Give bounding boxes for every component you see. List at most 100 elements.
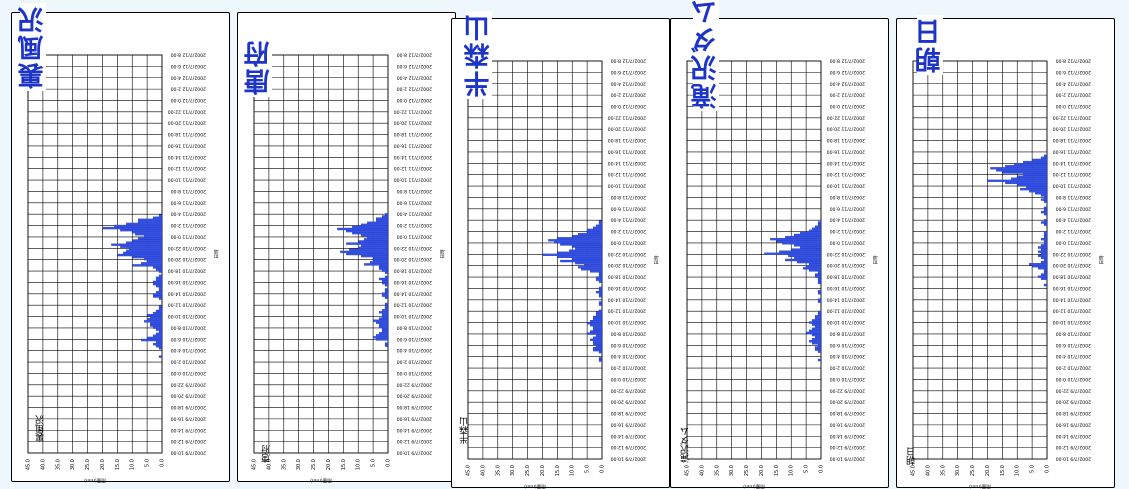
value-tick-label: 10.0 <box>356 459 362 470</box>
station-title: 唐府 <box>244 37 274 97</box>
time-tick-label: 2002/7/10 8:00 <box>611 330 646 336</box>
rain-bar <box>817 277 822 280</box>
time-tick-label: 2002/7/12 0:00 <box>171 97 206 103</box>
rain-bar <box>817 358 822 362</box>
time-tick-label: 2002/7/9 16:00 <box>397 415 432 421</box>
chart-svg: 45.0 40.0 35.0 30.0 25.0 20.0 15.0 10.0 5.0 0.0 20… <box>252 52 447 485</box>
rain-bar <box>373 336 389 339</box>
value-tick-label: 35.0 <box>940 465 946 476</box>
time-tick-label: 2002/7/10 0:00 <box>830 376 865 382</box>
value-tick-label: 40.0 <box>266 459 272 470</box>
time-tick-label: 2002/7/10 20:00 <box>168 256 206 262</box>
time-tick-label: 2002/7/9 16:00 <box>611 421 646 427</box>
station-label: 朝日 <box>907 447 917 465</box>
time-tick-label: 2002/7/11 10:00 <box>168 177 206 183</box>
rain-bar <box>337 227 389 231</box>
rain-bar <box>361 234 389 237</box>
time-tick-label: 2002/7/9 18:00 <box>397 404 432 410</box>
time-tick-label: 2002/7/10 4:00 <box>171 347 206 353</box>
time-tick-label: 2002/7/9 18:00 <box>171 404 206 410</box>
time-tick-label: 2002/7/12 8:00 <box>1056 58 1091 64</box>
rain-bar <box>111 243 163 246</box>
time-tick-label: 2002/7/9 18:00 <box>611 410 646 416</box>
rain-bar <box>581 268 603 271</box>
rain-bar <box>141 338 163 342</box>
rain-bar <box>595 290 603 294</box>
time-tick-label: 2002/7/9 22:00 <box>1056 387 1091 393</box>
rain-bar <box>1037 275 1048 278</box>
value-tick-label: 20.0 <box>985 465 991 476</box>
value-tick-label: 45.0 <box>252 459 258 470</box>
rain-bar <box>1005 165 1048 168</box>
x-axis-title: 日時 <box>654 255 660 265</box>
time-tick-label: 2002/7/11 6:00 <box>397 199 432 205</box>
time-tick-label: 2002/7/10 2:00 <box>397 359 432 365</box>
rain-bar <box>358 240 389 243</box>
rain-bar <box>158 297 163 300</box>
rain-bar <box>764 252 822 255</box>
rain-bar <box>592 336 603 339</box>
rain-bar <box>811 319 822 322</box>
rain-bar <box>1040 248 1048 251</box>
value-tick-label: 25.0 <box>311 459 317 470</box>
time-tick-label: 2002/7/10 16:00 <box>827 285 865 291</box>
rain-bar <box>811 323 822 326</box>
rain-bar <box>158 355 163 358</box>
rain-bar <box>592 326 603 329</box>
rain-bar <box>1040 156 1048 160</box>
rain-bar <box>1043 242 1048 245</box>
chart-svg: 45.0 40.0 35.0 30.0 25.0 20.0 15.0 10.0 5.0 0.0 20… <box>26 52 221 485</box>
time-tick-label: 2002/7/11 18:00 <box>827 137 865 143</box>
station-label: 唐府 <box>262 445 272 463</box>
rain-bar <box>158 289 163 292</box>
rain-bar <box>569 249 603 252</box>
time-tick-label: 2002/7/9 12:00 <box>830 444 865 450</box>
rain-bar <box>1040 273 1048 276</box>
time-tick-label: 2002/7/11 14:00 <box>608 160 646 166</box>
rain-bar <box>381 315 389 318</box>
x-axis-title: 日時 <box>440 249 446 259</box>
time-tick-label: 2002/7/11 8:00 <box>397 188 432 194</box>
rain-bar <box>149 324 163 327</box>
time-tick-label: 2002/7/12 6:00 <box>171 63 206 69</box>
rain-bar <box>384 290 389 293</box>
time-tick-label: 2002/7/12 6:00 <box>1056 69 1091 75</box>
value-tick-label: 30.0 <box>70 459 76 470</box>
time-tick-label: 2002/7/10 16:00 <box>608 285 646 291</box>
rain-bar <box>120 245 163 248</box>
time-tick-label: 2002/7/10 2:00 <box>611 365 646 371</box>
rain-bar <box>1040 277 1048 280</box>
rain-bar <box>592 346 603 350</box>
rain-bar <box>572 257 603 261</box>
rain-bar <box>598 274 603 277</box>
time-tick-label: 2002/7/12 6:00 <box>611 69 646 75</box>
time-tick-label: 2002/7/11 10:00 <box>827 183 865 189</box>
rain-bar <box>1005 181 1048 185</box>
rain-bar <box>595 334 603 337</box>
y-axis-title: 雨量(mm) <box>84 477 106 484</box>
rain-bar <box>375 321 389 324</box>
time-tick-label: 2002/7/10 10:00 <box>608 319 646 325</box>
time-tick-label: 2002/7/9 12:00 <box>171 438 206 444</box>
rain-bar <box>598 295 603 298</box>
rain-bar <box>147 260 163 263</box>
time-tick-label: 2002/7/10 6:00 <box>171 336 206 342</box>
time-tick-label: 2002/7/10 14:00 <box>1053 296 1091 302</box>
chart-svg: 45.0 40.0 35.0 30.0 25.0 20.0 15.0 10.0 5.0 0.0 20… <box>685 58 880 489</box>
time-tick-label: 2002/7/9 10:00 <box>1056 456 1091 462</box>
time-tick-label: 2002/7/9 20:00 <box>1056 399 1091 405</box>
rain-bar <box>1043 219 1048 222</box>
rain-bar <box>144 258 163 261</box>
time-tick-label: 2002/7/10 4:00 <box>830 353 865 359</box>
rain-bar <box>592 317 603 321</box>
time-tick-label: 2002/7/11 18:00 <box>1053 137 1091 143</box>
time-tick-label: 2002/7/9 20:00 <box>397 393 432 399</box>
time-tick-label: 2002/7/11 0:00 <box>1056 239 1091 245</box>
rain-bar <box>557 255 603 259</box>
rain-bar <box>776 240 822 243</box>
time-tick-label: 2002/7/11 16:00 <box>1053 148 1091 154</box>
time-tick-label: 2002/7/10 0:00 <box>611 376 646 382</box>
time-tick-label: 2002/7/10 18:00 <box>608 274 646 280</box>
rain-bar <box>364 238 389 241</box>
rain-bar <box>340 250 389 254</box>
